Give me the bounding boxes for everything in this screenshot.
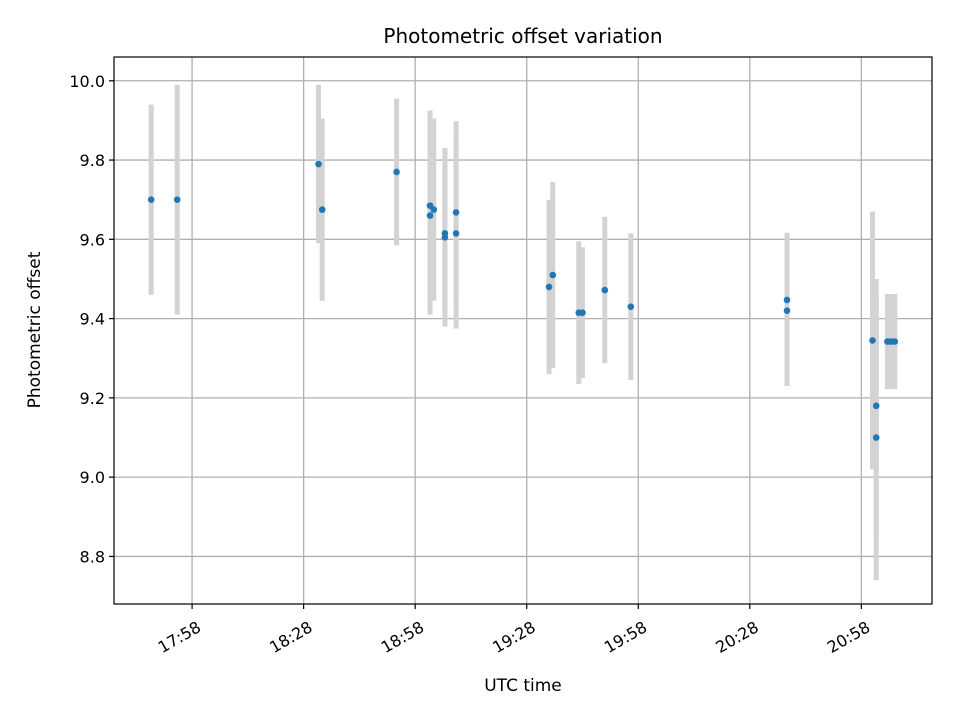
y-axis-title: Photometric offset bbox=[25, 251, 45, 408]
y-tick-label: 9.2 bbox=[80, 389, 105, 408]
x-axis-title: UTC time bbox=[484, 676, 562, 696]
data-point bbox=[579, 309, 586, 316]
data-point bbox=[783, 296, 791, 304]
data-point bbox=[545, 283, 553, 291]
y-tick-label: 9.6 bbox=[80, 230, 105, 249]
data-point bbox=[318, 206, 326, 213]
data-point bbox=[783, 307, 791, 314]
data-point bbox=[869, 337, 876, 344]
data-point bbox=[452, 230, 460, 237]
data-point bbox=[441, 230, 449, 237]
data-point bbox=[549, 271, 557, 279]
data-point bbox=[426, 212, 434, 219]
chart-title: Photometric offset variation bbox=[383, 24, 662, 48]
y-tick-label: 9.8 bbox=[80, 151, 105, 170]
data-point bbox=[147, 196, 155, 203]
data-point bbox=[393, 168, 400, 176]
y-tick-label: 10.0 bbox=[69, 72, 105, 91]
data-point bbox=[601, 286, 609, 294]
point-layer bbox=[147, 160, 899, 441]
grid-layer bbox=[114, 57, 932, 604]
data-point bbox=[430, 206, 438, 213]
data-point bbox=[872, 434, 880, 441]
y-tick-label: 9.4 bbox=[80, 310, 105, 329]
data-point bbox=[315, 160, 322, 168]
plot-frame bbox=[113, 56, 933, 605]
y-tick-label: 9.0 bbox=[80, 468, 105, 487]
data-point bbox=[891, 338, 899, 345]
y-tick-label: 8.8 bbox=[80, 547, 105, 566]
data-point bbox=[627, 303, 635, 311]
data-point bbox=[173, 196, 181, 203]
data-point bbox=[872, 402, 880, 410]
data-point bbox=[452, 209, 460, 216]
